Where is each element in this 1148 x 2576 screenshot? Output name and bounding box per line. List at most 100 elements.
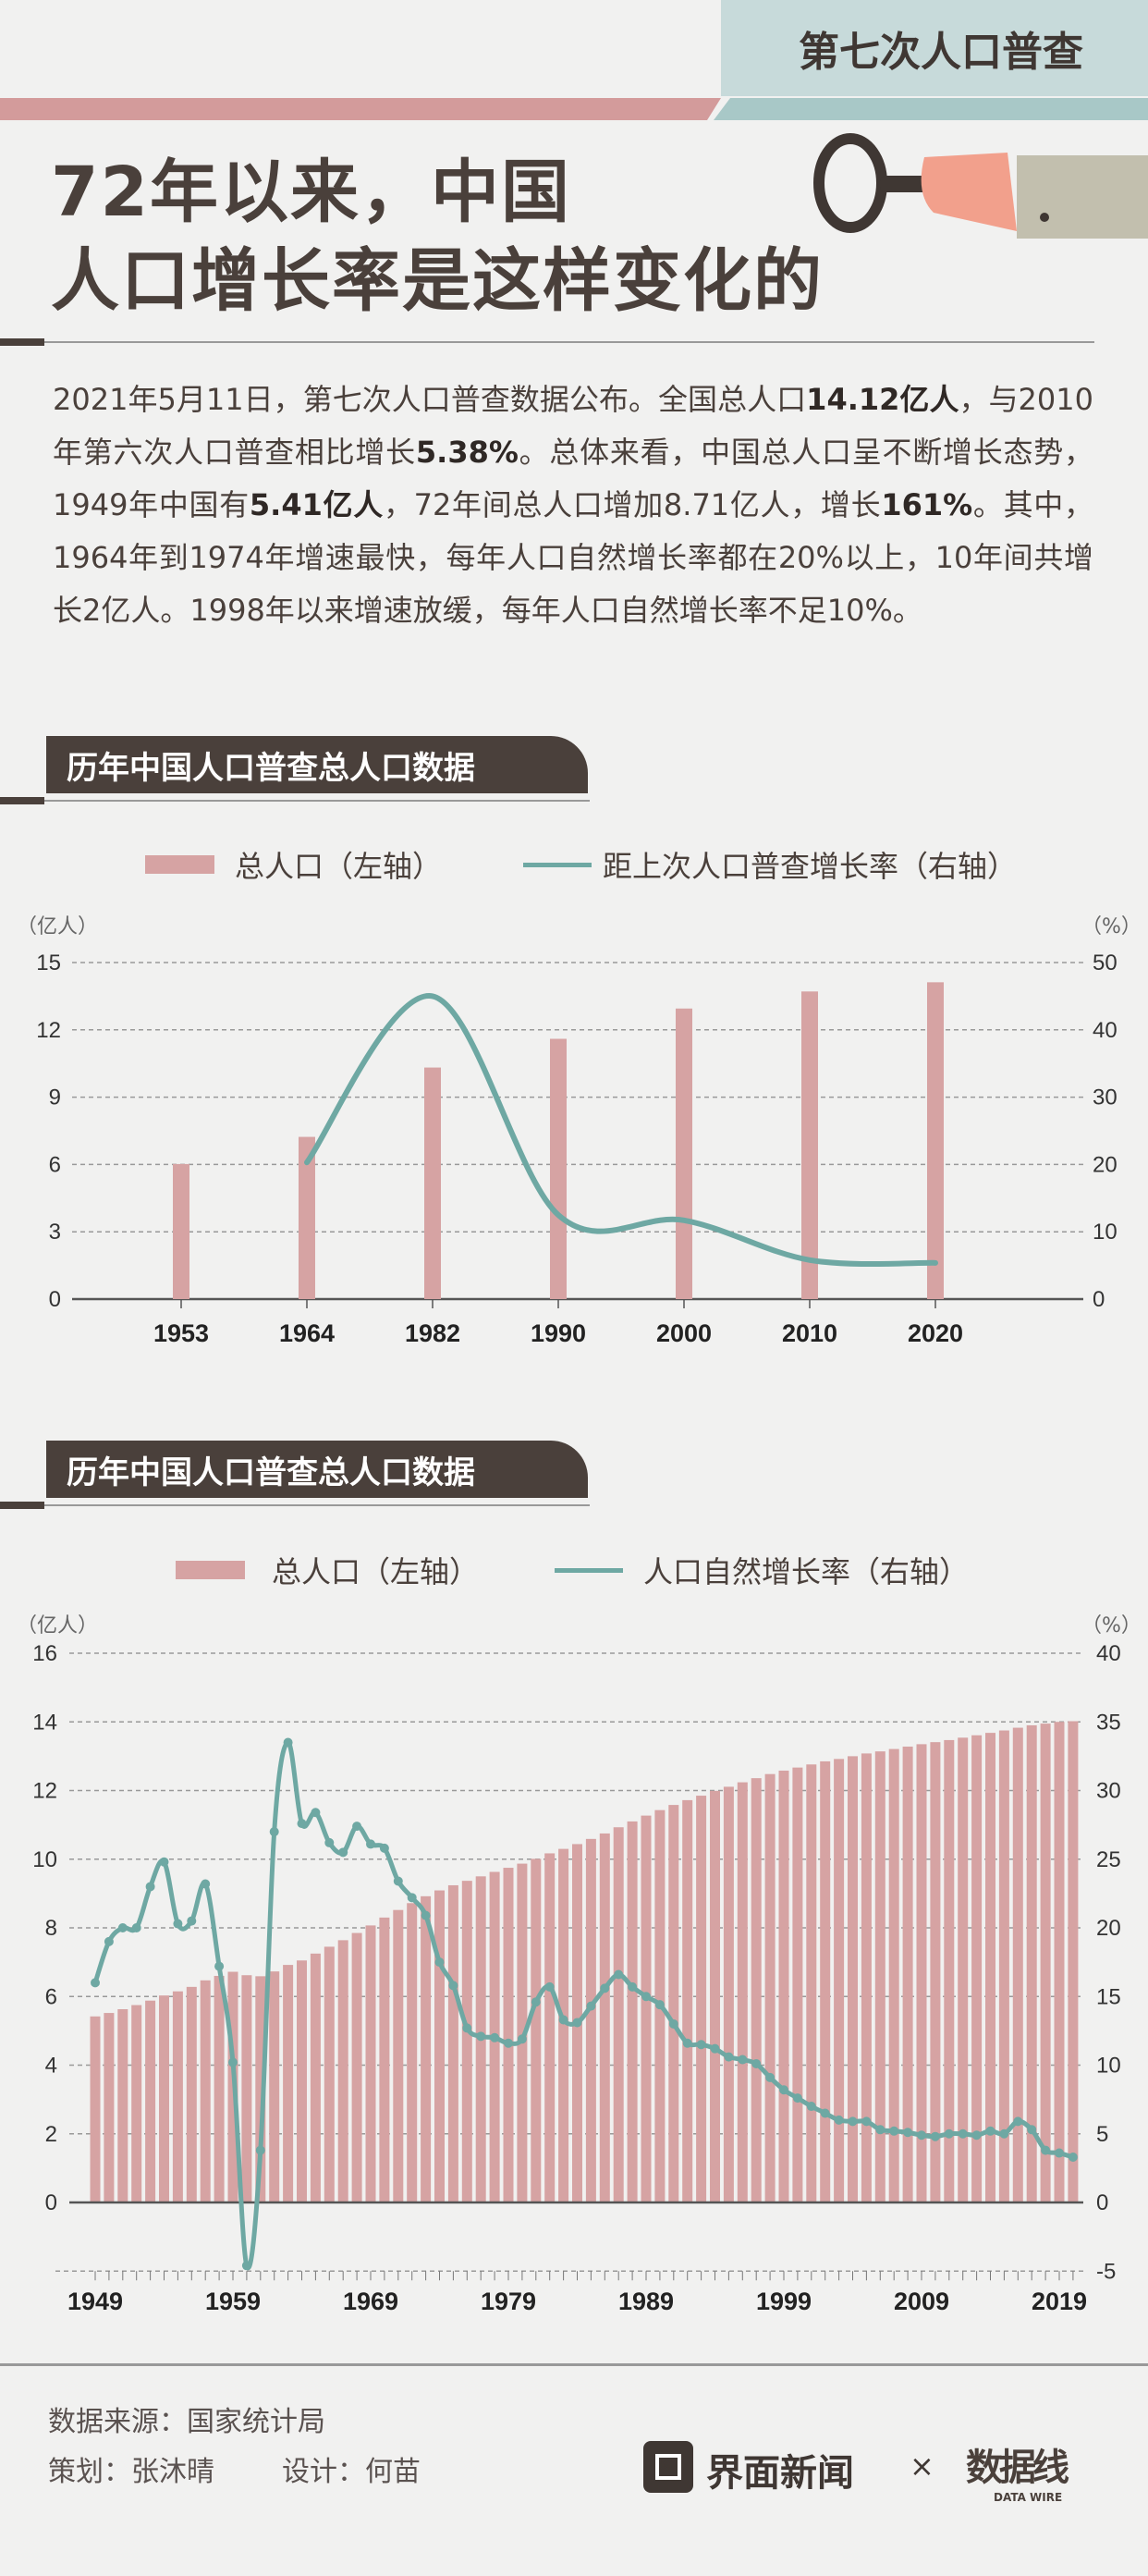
bar (159, 1995, 169, 2202)
data-point (944, 2128, 954, 2139)
x-tick-label: 2020 (908, 1319, 963, 1347)
data-point (779, 2085, 788, 2095)
bar (550, 1038, 567, 1299)
divider-mark (0, 797, 44, 804)
data-point (806, 2102, 816, 2112)
right-tick-label: 10 (1096, 2054, 1121, 2079)
data-point (173, 1919, 183, 1929)
x-tick-label: 1949 (67, 2288, 123, 2315)
bar (682, 1799, 693, 2202)
bar (778, 1770, 789, 2202)
right-tick-label: 40 (1096, 1641, 1121, 1666)
highlight-figure: 5.41亿人 (249, 487, 384, 522)
bar (297, 1960, 307, 2202)
right-tick-label: 30 (1093, 1086, 1117, 1110)
bar (186, 1986, 197, 2202)
data-point (311, 1808, 321, 1818)
bar (985, 1733, 995, 2202)
data-point (889, 2126, 899, 2136)
right-tick-label: 5 (1096, 2122, 1108, 2147)
left-tick-label: 0 (49, 1287, 61, 1312)
section-tag: 第七次人口普查 (721, 0, 1148, 96)
bar (641, 1815, 652, 2202)
bar (517, 1863, 528, 2202)
chart1-heading: 历年中国人口普查总人口数据 (46, 736, 588, 793)
data-point (614, 1969, 624, 1980)
left-tick-label: 9 (49, 1086, 61, 1110)
data-point (738, 2055, 748, 2065)
bar (145, 2000, 156, 2202)
data-point (490, 2032, 500, 2042)
chart2-heading-text: 历年中国人口普查总人口数据 (67, 1454, 475, 1491)
data-point (241, 2261, 251, 2271)
data-point (297, 1819, 307, 1829)
x-tick-label: 2000 (656, 1319, 712, 1347)
bar (668, 1805, 679, 2202)
legend-bar-label: 总人口（左轴） (235, 849, 443, 884)
data-point (558, 2015, 568, 2025)
bar (1040, 1723, 1051, 2202)
growth-rate-line (304, 993, 938, 1268)
x-tick-label: 1990 (531, 1319, 586, 1347)
bar (310, 1953, 321, 2202)
bar (806, 1764, 817, 2202)
bar (998, 1730, 1009, 2202)
footer-divider (0, 2363, 1148, 2366)
right-tick-label: 35 (1096, 1710, 1121, 1735)
bar (337, 1940, 348, 2202)
right-tick-label: 0 (1093, 1287, 1105, 1312)
data-point (379, 1843, 389, 1853)
x-tick-label: 2009 (894, 2288, 949, 2315)
data-point (985, 2126, 995, 2136)
data-point (324, 1837, 335, 1847)
left-tick-label: 0 (45, 2190, 57, 2215)
divider (44, 800, 590, 802)
bar (421, 1895, 432, 2202)
legend-line-swatch (555, 1568, 623, 1573)
data-point (820, 2108, 830, 2118)
data-point (971, 2130, 982, 2141)
data-point (586, 2001, 596, 2011)
intro-text: 。其中，1964年到1974年增速最快，每年人口自然增长率都在20%以上，10年… (53, 487, 1093, 628)
bar (461, 1881, 472, 2202)
bar (627, 1821, 638, 2202)
bar (283, 1965, 294, 2202)
left-tick-label: 6 (45, 1984, 57, 2009)
data-point (724, 2052, 734, 2062)
highlight-figure: 161% (881, 487, 973, 522)
bar (173, 1163, 189, 1299)
magnifier-hand-icon (813, 133, 1148, 239)
highlight-figure: 5.38% (415, 435, 519, 470)
x-tick-label: 1979 (481, 2288, 536, 2315)
legend-line-label: 距上次人口普查增长率（右轴） (603, 849, 1018, 884)
right-tick-label: 20 (1096, 1916, 1121, 1941)
bar (200, 1980, 211, 2202)
bar (737, 1782, 748, 2202)
data-point (834, 2115, 844, 2125)
data-point (131, 1923, 141, 1932)
data-point (255, 2145, 265, 2155)
data-point (448, 1981, 458, 1991)
divider (44, 1504, 590, 1506)
bar (676, 1008, 692, 1299)
bar (723, 1786, 734, 2202)
x-tick-label: 1989 (618, 2288, 674, 2315)
chart2-heading: 历年中国人口普查总人口数据 (46, 1441, 588, 1498)
data-point (145, 1882, 155, 1892)
data-point (765, 2072, 776, 2082)
data-point (792, 2093, 802, 2104)
bar (434, 1890, 445, 2202)
bar (324, 1946, 335, 2202)
left-tick-label: 14 (32, 1710, 57, 1735)
data-point (654, 2000, 665, 2010)
bar (1026, 1724, 1037, 2202)
bar (365, 1925, 376, 2202)
data-point (283, 1737, 293, 1748)
tag-text: 第七次人口普查 (799, 29, 1083, 76)
left-tick-label: 2 (45, 2122, 57, 2147)
bar (902, 1746, 913, 2202)
bar (751, 1778, 762, 2202)
data-point (1041, 2145, 1051, 2155)
left-tick-label: 12 (32, 1779, 57, 1804)
header-stripes (0, 98, 1148, 120)
